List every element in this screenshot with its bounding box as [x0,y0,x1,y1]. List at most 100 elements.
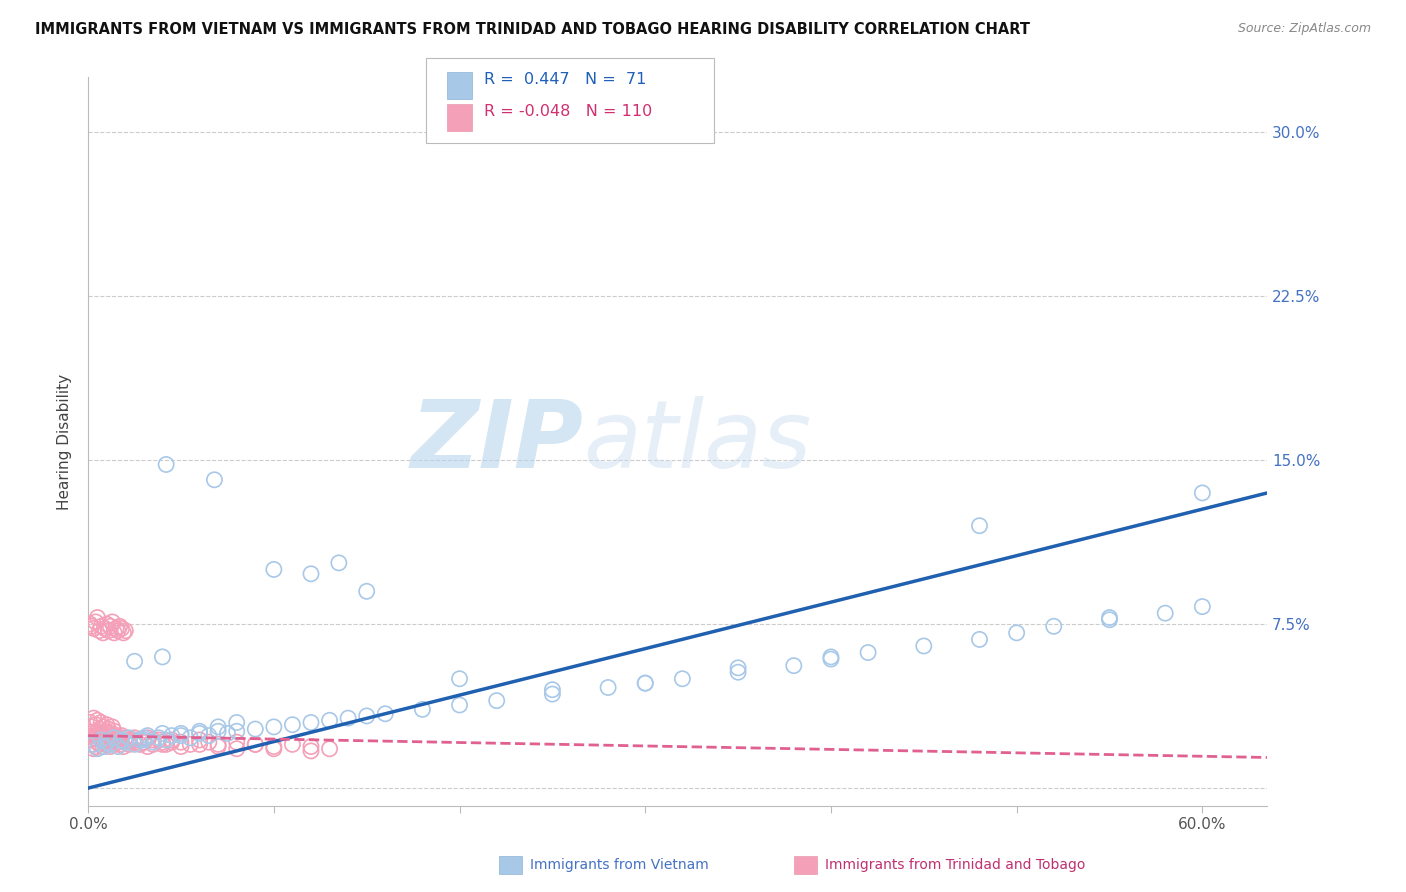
Point [94,731,117,745]
Point [112,739,135,754]
Point [207,724,229,739]
Point [299,739,322,754]
Point [541,687,564,701]
Point [90,619,112,633]
Point [107,624,129,638]
Point [96,717,118,731]
Point [299,566,322,581]
Point [356,709,378,723]
Point [86,714,108,728]
Point [634,676,657,690]
Point [281,717,304,731]
Point [100,737,122,751]
Point [204,473,226,487]
Point [170,729,193,743]
Point [188,733,211,747]
Point [783,658,806,673]
Point [105,622,128,636]
Point [188,724,211,739]
Point [152,649,174,664]
Point [118,733,141,747]
Point [142,733,165,747]
Point [634,676,657,690]
Point [155,733,177,747]
Point [83,737,105,751]
Point [179,737,201,751]
Point [96,726,118,740]
Point [136,731,159,745]
Point [84,717,107,731]
Point [114,624,136,638]
Text: Immigrants from Vietnam: Immigrants from Vietnam [530,858,709,872]
Point [148,733,170,747]
Point [727,661,749,675]
Point [80,619,103,633]
Point [108,737,131,751]
Point [96,617,118,632]
Point [969,632,991,647]
Point [198,729,221,743]
Point [136,729,159,743]
Point [97,722,120,736]
Point [245,737,267,751]
Point [152,735,174,749]
Point [198,735,221,749]
Point [83,731,105,745]
Point [79,715,101,730]
Point [263,562,285,576]
Point [245,737,267,751]
Point [671,672,693,686]
Point [96,737,118,751]
Point [105,729,128,743]
Point [90,733,112,747]
Point [114,735,136,749]
Point [820,652,842,666]
Point [124,731,146,745]
Point [318,741,340,756]
Point [101,615,124,629]
Point [142,737,165,751]
Point [118,731,141,745]
Point [1191,599,1213,614]
Point [103,731,125,745]
Point [1098,610,1121,624]
Point [1191,486,1213,500]
Point [225,724,247,739]
Point [411,702,433,716]
Point [152,737,174,751]
Point [107,735,129,749]
Point [299,715,322,730]
Point [105,733,128,747]
Point [124,737,146,751]
Point [207,737,229,751]
Point [86,735,108,749]
Point [97,731,120,745]
Text: R = -0.048   N = 110: R = -0.048 N = 110 [484,104,652,120]
Point [110,733,132,747]
Point [84,729,107,743]
Point [318,714,340,728]
Point [485,693,508,707]
Point [107,739,129,754]
Point [91,729,114,743]
Point [100,619,122,633]
Point [820,649,842,664]
Point [118,735,141,749]
Point [328,556,350,570]
Point [207,720,229,734]
Point [83,741,105,756]
Text: IMMIGRANTS FROM VIETNAM VS IMMIGRANTS FROM TRINIDAD AND TOBAGO HEARING DISABILIT: IMMIGRANTS FROM VIETNAM VS IMMIGRANTS FR… [35,22,1031,37]
Text: Source: ZipAtlas.com: Source: ZipAtlas.com [1237,22,1371,36]
Point [91,625,114,640]
Point [1005,625,1028,640]
Point [83,711,105,725]
Point [188,737,211,751]
Point [96,735,118,749]
Point [374,706,396,721]
Point [103,737,125,751]
Point [97,624,120,638]
Point [856,646,879,660]
Point [89,737,111,751]
Point [152,726,174,740]
Point [107,731,129,745]
